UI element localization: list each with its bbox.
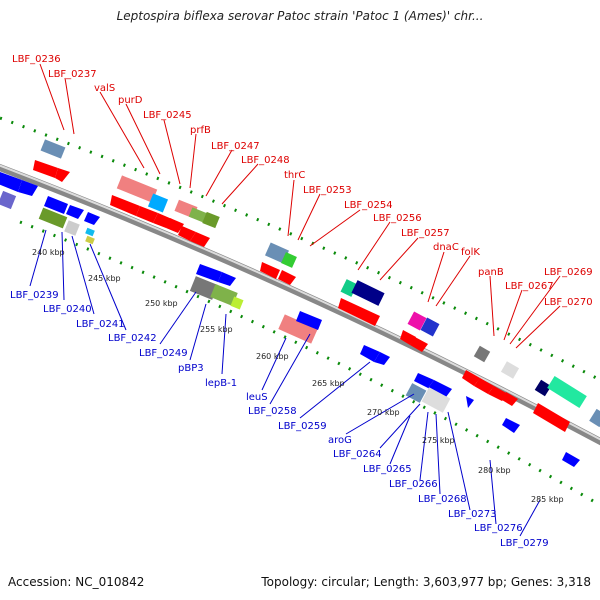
inner-dotted-guide xyxy=(19,220,600,507)
kbp-tick-label: 260 kbp xyxy=(256,352,289,361)
gene-label-LBF_0273[interactable]: LBF_0273 xyxy=(448,509,497,520)
kbp-tick-label: 275 kbp xyxy=(422,436,455,445)
gene-label-pBP3[interactable]: pBP3 xyxy=(178,363,204,374)
gene-label-LBF_0239[interactable]: LBF_0239 xyxy=(10,290,59,301)
gene-label-LBF_0240[interactable]: LBF_0240 xyxy=(43,304,92,315)
gene-label-LBF_0247[interactable]: LBF_0247 xyxy=(211,141,260,152)
gene-label-LBF_0269[interactable]: LBF_0269 xyxy=(544,267,593,278)
gene-label-LBF_0257[interactable]: LBF_0257 xyxy=(401,228,450,239)
gene-label-LBF_0259[interactable]: LBF_0259 xyxy=(278,421,327,432)
gene-label-LBF_0268[interactable]: LBF_0268 xyxy=(418,494,467,505)
kbp-tick-label: 280 kbp xyxy=(478,466,511,475)
genome-backbone-highlight xyxy=(0,164,600,441)
gene-label-LBF_0245[interactable]: LBF_0245 xyxy=(143,110,192,121)
gene-label-LBF_0249[interactable]: LBF_0249 xyxy=(139,348,188,359)
gene-label-panB[interactable]: panB xyxy=(478,267,504,278)
kbp-tick-label: 250 kbp xyxy=(145,299,178,308)
gene-label-LBF_0265[interactable]: LBF_0265 xyxy=(363,464,412,475)
gene-label-LBF_0270[interactable]: LBF_0270 xyxy=(544,297,593,308)
gene-label-LBF_0276[interactable]: LBF_0276 xyxy=(474,523,523,534)
gene-label-lepB-1[interactable]: lepB-1 xyxy=(205,378,237,389)
gene-label-LBF_0241[interactable]: LBF_0241 xyxy=(76,319,125,330)
gene-label-dnaC[interactable]: dnaC xyxy=(433,242,459,253)
gene-label-LBF_0264[interactable]: LBF_0264 xyxy=(333,449,382,460)
kbp-scale: 240 kbp 245 kbp 250 kbp 255 kbp 260 kbp … xyxy=(32,248,564,504)
gene-label-LBF_0256[interactable]: LBF_0256 xyxy=(373,213,422,224)
kbp-tick-label: 265 kbp xyxy=(312,379,345,388)
gene-label-LBF_0258[interactable]: LBF_0258 xyxy=(248,406,297,417)
forward-gene-labels: LBF_0236 LBF_0237 valS purD LBF_0245 prf… xyxy=(12,54,593,349)
genome-stats-text: Topology: circular; Length: 3,603,977 bp… xyxy=(261,575,591,589)
kbp-tick-label: 270 kbp xyxy=(367,408,400,417)
kbp-tick-label: 245 kbp xyxy=(88,274,121,283)
gene-label-LBF_0237[interactable]: LBF_0237 xyxy=(48,69,97,80)
gene-label-aroG[interactable]: aroG xyxy=(328,435,352,446)
gene-label-prfB[interactable]: prfB xyxy=(190,125,211,136)
reverse-strand-genes xyxy=(0,172,580,467)
forward-strand-genes xyxy=(33,139,600,432)
gene-label-LBF_0248[interactable]: LBF_0248 xyxy=(241,155,290,166)
genome-backbone xyxy=(0,163,600,446)
gene-label-purD[interactable]: purD xyxy=(118,95,143,106)
gene-label-LBF_0266[interactable]: LBF_0266 xyxy=(389,479,438,490)
gene-label-LBF_0267[interactable]: LBF_0267 xyxy=(505,281,554,292)
kbp-tick-label: 255 kbp xyxy=(200,325,233,334)
gene-label-LBF_0253[interactable]: LBF_0253 xyxy=(303,185,352,196)
gene-label-thrC[interactable]: thrC xyxy=(284,170,305,181)
kbp-tick-label: 285 kbp xyxy=(531,495,564,504)
accession-text: Accession: NC_010842 xyxy=(8,575,145,589)
gene-label-LBF_0242[interactable]: LBF_0242 xyxy=(108,333,157,344)
gene-label-LBF_0279[interactable]: LBF_0279 xyxy=(500,538,549,549)
reverse-gene-labels: LBF_0239 LBF_0240 LBF_0241 LBF_0242 LBF_… xyxy=(10,229,549,549)
outer-dotted-guide xyxy=(0,116,600,382)
gene-label-LBF_0254[interactable]: LBF_0254 xyxy=(344,200,393,211)
kbp-tick-label: 240 kbp xyxy=(32,248,65,257)
map-title: Leptospira biflexa serovar Patoc strain … xyxy=(116,9,484,23)
gene-label-LBF_0236[interactable]: LBF_0236 xyxy=(12,54,61,65)
gene-label-folK[interactable]: folK xyxy=(461,247,480,258)
gene-label-valS[interactable]: valS xyxy=(94,83,115,94)
gene-label-leuS[interactable]: leuS xyxy=(246,392,268,403)
